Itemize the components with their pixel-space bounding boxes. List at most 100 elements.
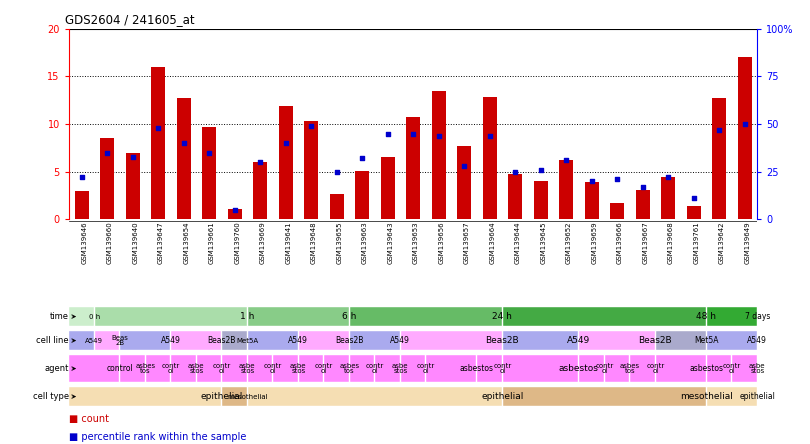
- Bar: [381, 158, 394, 219]
- Text: asbestos: asbestos: [559, 364, 599, 373]
- Bar: [304, 121, 318, 219]
- Bar: [299, 331, 349, 350]
- Bar: [330, 194, 343, 219]
- Bar: [299, 355, 323, 382]
- Bar: [151, 67, 165, 219]
- Text: GSM139760: GSM139760: [235, 222, 241, 264]
- Bar: [95, 331, 119, 350]
- Point: [279, 140, 292, 147]
- Text: 1 h: 1 h: [240, 312, 254, 321]
- Bar: [75, 191, 88, 219]
- Bar: [738, 57, 752, 219]
- Point: [611, 176, 624, 183]
- Text: contr
ol: contr ol: [162, 363, 180, 374]
- Text: asbes
tos: asbes tos: [135, 363, 156, 374]
- Point: [75, 174, 88, 181]
- Point: [254, 159, 266, 166]
- Text: asbe
stos: asbe stos: [749, 363, 765, 374]
- Bar: [279, 106, 292, 219]
- Bar: [508, 174, 522, 219]
- Text: A549: A549: [161, 336, 181, 345]
- Text: 48 h: 48 h: [697, 312, 716, 321]
- Bar: [712, 99, 726, 219]
- Bar: [197, 355, 221, 382]
- Point: [126, 153, 139, 160]
- Bar: [503, 307, 706, 326]
- Text: GSM139663: GSM139663: [362, 222, 368, 264]
- Text: agent: agent: [45, 364, 69, 373]
- Bar: [172, 355, 196, 382]
- Bar: [376, 355, 399, 382]
- Bar: [70, 355, 119, 382]
- Bar: [253, 162, 267, 219]
- Text: asbes
tos: asbes tos: [339, 363, 360, 374]
- Bar: [707, 355, 731, 382]
- Text: contr
ol: contr ol: [416, 363, 435, 374]
- Text: Beas2B: Beas2B: [485, 336, 519, 345]
- Bar: [126, 153, 139, 219]
- Bar: [248, 307, 349, 326]
- Bar: [432, 91, 446, 219]
- Point: [177, 140, 190, 147]
- Bar: [401, 355, 425, 382]
- Text: time: time: [50, 312, 69, 321]
- Bar: [70, 331, 94, 350]
- Text: GSM139643: GSM139643: [388, 222, 394, 264]
- Bar: [350, 355, 374, 382]
- Point: [228, 206, 241, 214]
- Bar: [610, 203, 625, 219]
- Bar: [630, 355, 654, 382]
- Bar: [355, 171, 369, 219]
- Text: GSM139642: GSM139642: [719, 222, 725, 264]
- Point: [382, 130, 394, 137]
- Bar: [248, 331, 298, 350]
- Text: GSM139653: GSM139653: [413, 222, 419, 264]
- Bar: [534, 181, 548, 219]
- Bar: [95, 307, 247, 326]
- Text: Met5A: Met5A: [694, 336, 718, 345]
- Bar: [223, 387, 247, 406]
- Point: [713, 126, 726, 133]
- Bar: [177, 99, 190, 219]
- Text: epithelial: epithelial: [481, 392, 523, 401]
- Bar: [350, 331, 399, 350]
- Text: Beas2B: Beas2B: [207, 336, 236, 345]
- Point: [305, 123, 318, 130]
- Text: contr
ol: contr ol: [646, 363, 664, 374]
- Bar: [579, 355, 603, 382]
- Bar: [325, 355, 349, 382]
- Text: GSM139648: GSM139648: [311, 222, 317, 264]
- Text: contr
ol: contr ol: [213, 363, 231, 374]
- Point: [560, 157, 573, 164]
- Text: GSM139657: GSM139657: [464, 222, 470, 264]
- Text: Beas
2B: Beas 2B: [112, 335, 128, 346]
- Text: asbes
tos: asbes tos: [620, 363, 640, 374]
- Text: asbestos: asbestos: [460, 364, 494, 373]
- Bar: [477, 355, 501, 382]
- Text: GSM139654: GSM139654: [184, 222, 190, 264]
- Text: contr
ol: contr ol: [595, 363, 613, 374]
- Bar: [70, 387, 221, 406]
- Bar: [656, 355, 706, 382]
- Bar: [248, 387, 501, 406]
- Point: [432, 132, 445, 139]
- Bar: [559, 160, 573, 219]
- Text: contr
ol: contr ol: [264, 363, 282, 374]
- Text: GDS2604 / 241605_at: GDS2604 / 241605_at: [66, 13, 195, 26]
- Bar: [274, 355, 298, 382]
- Text: GSM139652: GSM139652: [566, 222, 572, 264]
- Text: GSM139644: GSM139644: [515, 222, 521, 264]
- Bar: [202, 127, 216, 219]
- Point: [534, 166, 547, 174]
- Text: 24 h: 24 h: [492, 312, 512, 321]
- Bar: [707, 307, 757, 326]
- Bar: [70, 307, 94, 326]
- Text: GSM139666: GSM139666: [617, 222, 623, 264]
- Bar: [732, 355, 757, 382]
- Text: asbe
stos: asbe stos: [392, 363, 408, 374]
- Bar: [503, 355, 578, 382]
- Bar: [223, 331, 247, 350]
- Point: [687, 195, 700, 202]
- Bar: [687, 206, 701, 219]
- Point: [100, 149, 113, 156]
